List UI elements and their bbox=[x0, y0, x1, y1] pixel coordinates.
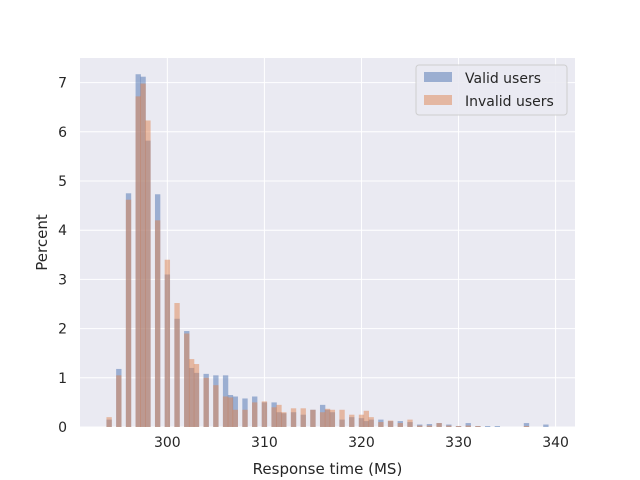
x-axis-label: Response time (MS) bbox=[253, 460, 403, 478]
bar-invalid bbox=[465, 425, 471, 427]
bar-invalid bbox=[271, 407, 277, 427]
bar-invalid bbox=[135, 96, 141, 427]
bar-invalid bbox=[407, 419, 413, 427]
bar-invalid bbox=[378, 422, 384, 427]
bar-invalid bbox=[319, 412, 326, 427]
y-tick-label: 6 bbox=[58, 125, 67, 141]
bar-invalid bbox=[106, 417, 112, 427]
y-tick-label: 1 bbox=[58, 371, 67, 387]
bar-invalid bbox=[261, 401, 268, 427]
x-tick-label: 340 bbox=[542, 435, 569, 451]
bar-valid bbox=[494, 426, 501, 427]
bar-invalid bbox=[426, 425, 433, 427]
x-tick-labels: 300 310 320 330 340 bbox=[154, 435, 569, 451]
bar-invalid bbox=[436, 423, 442, 427]
bar-invalid bbox=[188, 359, 195, 427]
bar-invalid bbox=[276, 404, 282, 427]
bars-group bbox=[106, 74, 549, 428]
bar-invalid bbox=[290, 408, 297, 427]
bar-invalid bbox=[363, 410, 369, 427]
y-tick-label: 2 bbox=[58, 322, 67, 338]
legend-swatch-invalid bbox=[424, 95, 452, 105]
bar-invalid bbox=[222, 396, 229, 427]
bar-invalid bbox=[232, 409, 238, 427]
bar-valid bbox=[465, 423, 471, 427]
plot-background bbox=[80, 58, 575, 427]
bar-valid bbox=[523, 423, 530, 427]
x-tick-label: 330 bbox=[445, 435, 472, 451]
bar-invalid bbox=[116, 375, 122, 427]
y-tick-label: 0 bbox=[58, 420, 67, 436]
legend-frame bbox=[415, 64, 568, 116]
x-tick-label: 300 bbox=[154, 435, 181, 451]
bar-invalid bbox=[184, 333, 190, 427]
bar-invalid bbox=[213, 385, 219, 427]
y-tick-label: 3 bbox=[58, 272, 67, 288]
y-tick-label: 4 bbox=[58, 223, 67, 239]
bar-invalid bbox=[300, 408, 306, 427]
bar-invalid bbox=[125, 199, 132, 427]
bar-invalid bbox=[242, 409, 248, 427]
bar-invalid bbox=[329, 409, 336, 427]
bar-invalid bbox=[281, 412, 287, 427]
y-axis-label: Percent bbox=[33, 214, 51, 271]
bar-invalid bbox=[368, 417, 374, 427]
x-tick-label: 310 bbox=[251, 435, 278, 451]
y-tick-label: 7 bbox=[58, 76, 67, 92]
bar-invalid bbox=[164, 259, 171, 427]
bar-invalid bbox=[417, 425, 423, 427]
bar-invalid bbox=[349, 414, 355, 427]
bar-invalid bbox=[455, 426, 462, 427]
grid-lines bbox=[80, 58, 575, 428]
y-tick-labels: 0 1 2 3 4 5 6 7 bbox=[58, 76, 67, 436]
bar-invalid bbox=[339, 409, 345, 427]
bar-valid bbox=[543, 424, 549, 427]
bar-invalid bbox=[227, 397, 234, 427]
bar-invalid bbox=[174, 303, 180, 427]
legend-label-valid: Valid users bbox=[465, 71, 541, 87]
bar-invalid bbox=[397, 423, 403, 427]
bar-invalid bbox=[203, 377, 209, 427]
y-tick-label: 5 bbox=[58, 174, 67, 190]
legend-swatch-valid bbox=[424, 72, 452, 82]
bar-invalid bbox=[446, 425, 452, 427]
bar-valid bbox=[484, 426, 491, 427]
bar-invalid bbox=[145, 120, 151, 427]
bar-invalid bbox=[387, 420, 394, 427]
bar-invalid bbox=[523, 426, 530, 427]
bar-invalid bbox=[252, 402, 258, 427]
bar-invalid bbox=[310, 409, 316, 427]
bar-invalid bbox=[324, 408, 331, 427]
bar-invalid bbox=[475, 426, 481, 427]
legend: Valid users Invalid users bbox=[415, 64, 568, 116]
legend-label-invalid: Invalid users bbox=[465, 94, 554, 110]
bar-invalid bbox=[358, 414, 365, 427]
x-tick-label: 320 bbox=[348, 435, 375, 451]
bar-invalid bbox=[154, 220, 161, 427]
bar-invalid bbox=[140, 83, 146, 428]
bar-invalid bbox=[193, 364, 200, 427]
